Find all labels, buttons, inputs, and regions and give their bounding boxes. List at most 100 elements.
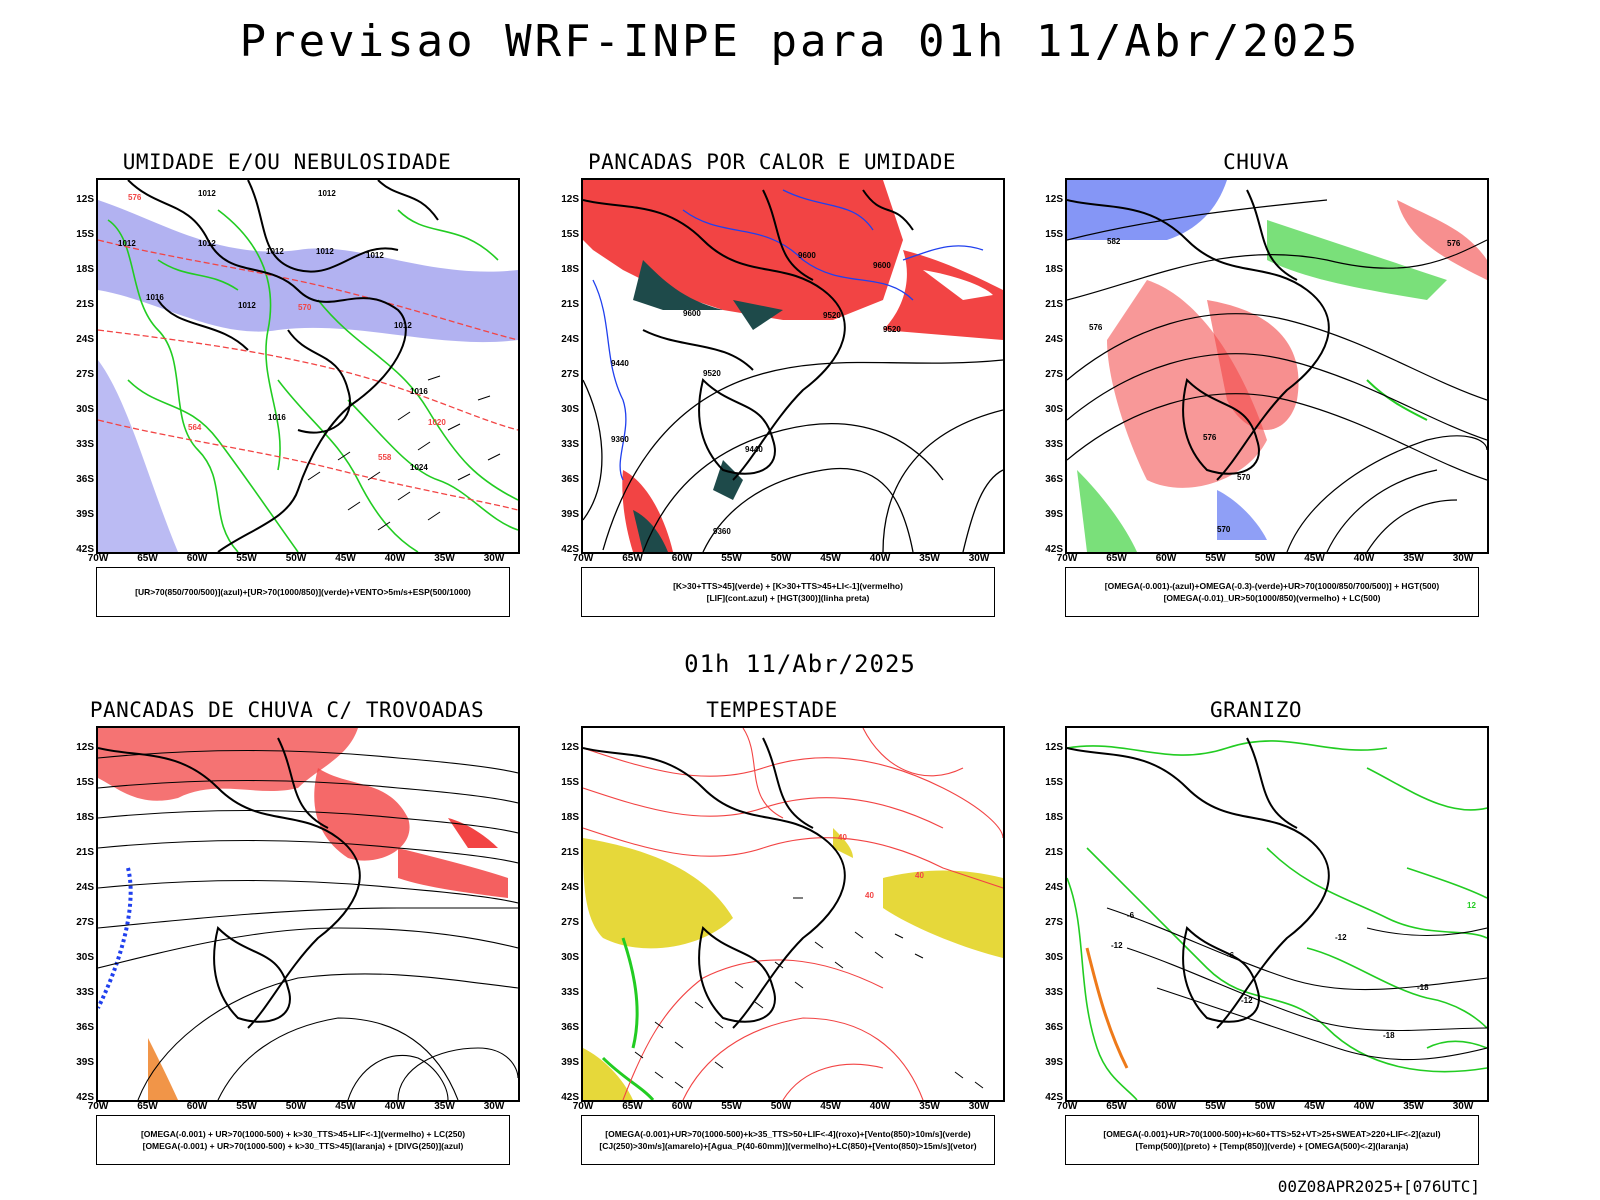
svg-text:570: 570 — [1237, 473, 1251, 482]
lon-tick-label: 50W — [1254, 1101, 1276, 1112]
lon-tick-label: 35W — [1403, 1101, 1424, 1112]
lat-tick-label: 27S — [76, 369, 94, 380]
lon-tick-label: 50W — [285, 553, 307, 564]
lat-tick-label: 42S — [561, 544, 579, 555]
svg-text:1020: 1020 — [428, 418, 446, 427]
lon-tick-label: 60W — [1155, 553, 1177, 564]
svg-text:9600: 9600 — [873, 261, 891, 270]
svg-text:1012: 1012 — [366, 251, 384, 260]
lat-tick-label: 36S — [561, 474, 579, 485]
svg-text:40: 40 — [915, 871, 924, 880]
svg-text:9520: 9520 — [823, 311, 841, 320]
panel-chuva: CHUVA — [1021, 150, 1491, 620]
svg-text:-6: -6 — [1227, 951, 1235, 960]
legend-line: [OMEGA(-0.001)+UR>70(1000-500)+k>60+TTS>… — [1103, 1129, 1441, 1139]
lon-tick-label: 45W — [1304, 1101, 1325, 1112]
lon-tick-label: 45W — [820, 1101, 841, 1112]
lat-tick-label: 42S — [1045, 1092, 1063, 1103]
svg-text:9600: 9600 — [683, 309, 701, 318]
lon-tick-label: 40W — [384, 1101, 406, 1112]
legend: [UR>70(850/700/500)](azul)+[UR>70(1000/8… — [96, 567, 510, 617]
svg-text:1012: 1012 — [394, 321, 412, 330]
lat-tick-label: 12S — [561, 194, 579, 205]
svg-text:-12: -12 — [1241, 996, 1253, 1005]
map-graphic: 1012 1012 1012 1012 1012 1012 1012 1012 1012 1… — [98, 180, 518, 552]
svg-text:-18: -18 — [1383, 1031, 1395, 1040]
lon-tick-label: 30W — [968, 1101, 990, 1112]
lat-tick-label: 39S — [76, 509, 94, 520]
map-graphic: 40 40 40 — [583, 728, 1003, 1100]
svg-text:576: 576 — [1089, 323, 1103, 332]
lon-tick-label: 65W — [622, 1101, 643, 1112]
lat-tick-label: 15S — [561, 229, 579, 240]
lon-tick-label: 55W — [721, 553, 742, 564]
map-graphic: 9600 9600 9520 9520 9520 9440 9440 9360 9360 9… — [583, 180, 1003, 552]
lat-tick-label: 33S — [561, 987, 579, 998]
lat-tick-label: 24S — [1045, 334, 1063, 345]
lon-tick-label: 50W — [1254, 553, 1276, 564]
lon-tick-label: 65W — [622, 553, 643, 564]
lon-tick-label: 45W — [1304, 553, 1325, 564]
lat-tick-label: 36S — [1045, 1022, 1063, 1033]
lat-tick-label: 36S — [76, 1022, 94, 1033]
lat-tick-label: 42S — [561, 1092, 579, 1103]
lon-tick-label: 30W — [1452, 553, 1474, 564]
lat-tick-label: 30S — [76, 404, 94, 415]
lat-tick-label: 18S — [76, 812, 94, 823]
lat-tick-label: 18S — [561, 812, 579, 823]
legend-line: [OMEGA(-0.001) + UR>70(1000-500) + k>30_… — [140, 1129, 466, 1139]
svg-text:9440: 9440 — [745, 445, 763, 454]
svg-text:12: 12 — [1467, 901, 1476, 910]
lon-tick-label: 40W — [1353, 553, 1375, 564]
panel-umidade: UMIDADE E/OU NEBULOSIDADE — [52, 150, 522, 620]
lat-tick-label: 36S — [561, 1022, 579, 1033]
lon-tick-label: 50W — [770, 553, 792, 564]
lon-tick-label: 30W — [483, 553, 505, 564]
map-chuva: 582 576 576 570 576 570 — [1065, 178, 1489, 554]
lat-tick-label: 33S — [561, 439, 579, 450]
lat-tick-label: 21S — [1045, 847, 1063, 858]
legend: [K>30+TTS>45](verde) + [K>30+TTS>45+LI<-… — [581, 567, 995, 617]
lat-tick-label: 30S — [1045, 952, 1063, 963]
main-title: Previsao WRF-INPE para 01h 11/Abr/2025 — [239, 16, 1361, 67]
svg-text:40: 40 — [865, 891, 874, 900]
svg-text:570: 570 — [1217, 525, 1231, 534]
lon-tick-label: 60W — [671, 1101, 693, 1112]
lat-tick-label: 12S — [1045, 194, 1063, 205]
lat-tick-label: 15S — [1045, 229, 1063, 240]
lat-tick-label: 42S — [1045, 544, 1063, 555]
lon-tick-label: 40W — [869, 1101, 891, 1112]
panel-tempestade: TEMPESTADE — [537, 698, 1007, 1168]
svg-text:9360: 9360 — [713, 527, 731, 536]
lat-tick-label: 42S — [76, 1092, 94, 1103]
lon-tick-label: 45W — [335, 553, 356, 564]
lon-tick-label: 55W — [721, 1101, 742, 1112]
lat-tick-label: 27S — [1045, 917, 1063, 928]
legend-line: [OMEGA(-0.001)-(azul)+OMEGA(-0.3)-(verde… — [1104, 581, 1440, 591]
lon-tick-label: 70W — [87, 1101, 109, 1112]
lat-tick-label: 30S — [1045, 404, 1063, 415]
lon-tick-label: 35W — [434, 553, 455, 564]
lat-tick-label: 24S — [76, 882, 94, 893]
map-graphic: -6 -6 -12 -12 -12 -18 -18 12 — [1067, 737, 1487, 1100]
lat-tick-label: 18S — [561, 264, 579, 275]
legend: [OMEGA(-0.001)-(azul)+OMEGA(-0.3)-(verde… — [1065, 567, 1479, 617]
map-pancadas-trovoadas — [96, 726, 520, 1102]
lat-tick-label: 21S — [561, 847, 579, 858]
lat-tick-label: 33S — [76, 987, 94, 998]
lat-tick-label: 39S — [561, 509, 579, 520]
lat-tick-label: 39S — [561, 1057, 579, 1068]
lat-tick-label: 36S — [1045, 474, 1063, 485]
lat-tick-label: 39S — [1045, 1057, 1063, 1068]
panel-pancadas-calor: PANCADAS POR CALOR E UMIDADE — [537, 150, 1007, 620]
svg-text:564: 564 — [188, 423, 202, 432]
mid-title: 01h 11/Abr/2025 — [684, 650, 916, 678]
panel-title: CHUVA — [1223, 150, 1289, 174]
lat-tick-label: 36S — [76, 474, 94, 485]
lon-tick-label: 40W — [869, 553, 891, 564]
lon-tick-label: 60W — [1155, 1101, 1177, 1112]
lat-tick-label: 27S — [561, 369, 579, 380]
map-umidade: 1012 1012 1012 1012 1012 1012 1012 1012 1012 1… — [96, 178, 520, 554]
map-pancadas-calor: 9600 9600 9520 9520 9520 9440 9440 9360 9360 9… — [581, 178, 1005, 554]
lon-tick-label: 70W — [572, 553, 594, 564]
